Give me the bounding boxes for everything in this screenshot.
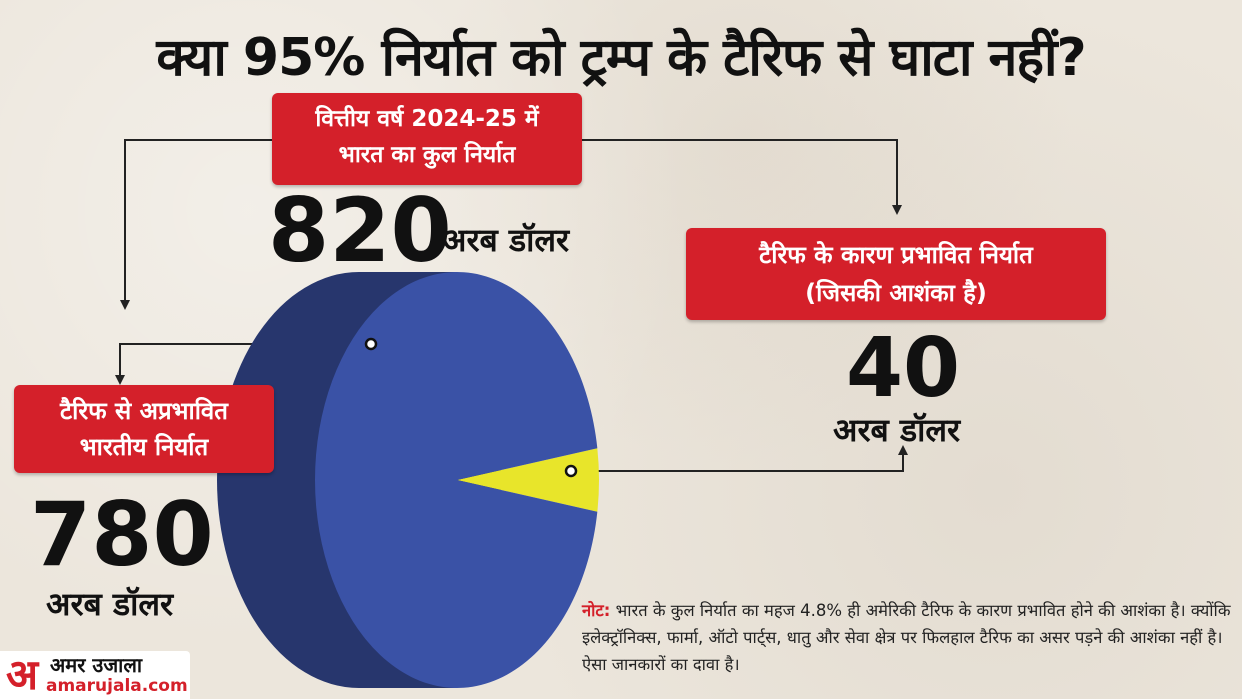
- connector-dot-affected: [564, 464, 578, 478]
- note-text: नोट: भारत के कुल निर्यात का महज 4.8% ही …: [582, 597, 1232, 678]
- arrow-total-left: [120, 300, 130, 310]
- arrow-affected: [898, 445, 908, 455]
- connector-dot-unaffected: [364, 337, 378, 351]
- connector-total-right: [582, 139, 898, 205]
- connector-total-left: [124, 139, 272, 300]
- note-label: नोट:: [582, 601, 611, 620]
- affected-label-line1: टैरिफ के कारण प्रभावित निर्यात: [759, 241, 1033, 269]
- unaffected-label-line1: टैरिफ से अप्रभावित: [60, 397, 228, 425]
- total-export-label: वित्तीय वर्ष 2024-25 में भारत का कुल निर…: [272, 93, 582, 185]
- pie-slice-affected: [457, 448, 599, 512]
- logo-name: अमर उजाला: [50, 653, 143, 677]
- total-label-line1: वित्तीय वर्ष 2024-25 में: [315, 106, 539, 132]
- page-title: क्या 95% निर्यात को ट्रम्प के टैरिफ से घ…: [156, 28, 1086, 88]
- affected-value: 40: [846, 321, 961, 416]
- pie-group: [217, 272, 599, 689]
- total-value: 820: [268, 179, 452, 282]
- affected-label-line2: (जिसकी आशंका है): [805, 279, 987, 307]
- total-label-line2: भारत का कुल निर्यात: [338, 142, 516, 168]
- unaffected-label-line2: भारतीय निर्यात: [79, 433, 209, 461]
- affected-export-label: टैरिफ के कारण प्रभावित निर्यात (जिसकी आश…: [686, 228, 1106, 320]
- unaffected-value: 780: [30, 483, 214, 586]
- unaffected-unit: अरब डॉलर: [46, 585, 174, 623]
- affected-unit: अरब डॉलर: [833, 411, 961, 449]
- arrow-unaffected: [115, 375, 125, 385]
- brand-logo: अ अमर उजाला amarujala.com: [0, 651, 190, 699]
- pie-slice-unaffected: [315, 272, 598, 689]
- arrow-total-right: [892, 205, 902, 215]
- connector-affected: [571, 455, 904, 472]
- logo-mark: अ: [6, 650, 39, 699]
- unaffected-export-label: टैरिफ से अप्रभावित भारतीय निर्यात: [14, 385, 274, 473]
- note-body: भारत के कुल निर्यात का महज 4.8% ही अमेरि…: [582, 601, 1231, 674]
- logo-url: amarujala.com: [46, 676, 188, 696]
- total-unit: अरब डॉलर: [442, 221, 570, 259]
